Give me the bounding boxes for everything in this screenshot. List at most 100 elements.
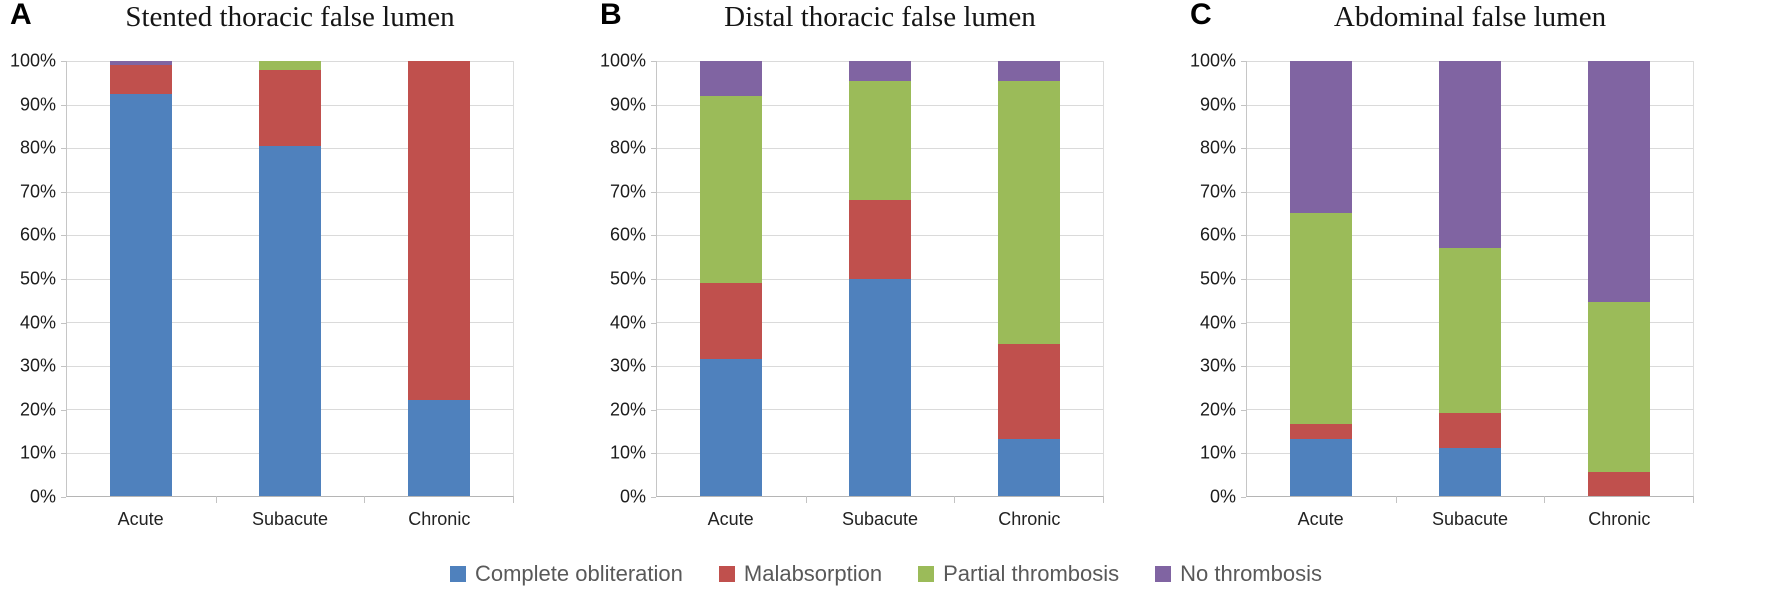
bar-segment (849, 278, 911, 496)
y-tick-mark (1241, 497, 1246, 498)
panel-letter: A (10, 0, 32, 31)
y-tick-mark (61, 61, 66, 62)
bar-segment (1439, 413, 1501, 449)
x-category-label: Subacute (841, 509, 919, 529)
legend: Complete obliteration Malabsorption Partia… (0, 556, 1772, 592)
y-tick-mark (1241, 366, 1246, 368)
bar-segment (110, 65, 173, 94)
y-tick-label: 0% (29, 486, 56, 507)
y-tick-mark (651, 191, 656, 193)
y-tick-mark (1241, 279, 1246, 280)
y-tick-mark (61, 191, 66, 193)
y-tick-label: 20% (609, 399, 646, 420)
y-tick-mark (61, 104, 66, 106)
y-tick-mark (1241, 191, 1246, 193)
x-category-label: Subacute (251, 509, 329, 529)
y-tick-label: 90% (609, 94, 646, 115)
plot-row: 0% 10% 20% 30% 40% 50% 60% 70% 80% 90% 100% (1180, 51, 1770, 507)
y-tick-mark (61, 366, 66, 368)
legend-label: Partial thrombosis (943, 561, 1120, 586)
y-tick-label: 70% (1199, 181, 1236, 202)
y-tick-label: 30% (19, 355, 56, 376)
bar-segment (997, 80, 1060, 344)
y-tick-label: 40% (19, 312, 56, 333)
bar-segment (407, 61, 470, 401)
y-tick-mark (1241, 148, 1246, 150)
x-tick-mark (954, 496, 956, 503)
y-tick-label: 30% (609, 355, 646, 376)
bar-slot (1396, 61, 1545, 496)
legend-item: Malabsorption (718, 561, 883, 587)
bar-segment (997, 439, 1060, 496)
y-tick-label: 90% (1199, 94, 1236, 115)
y-axis: 0% 10% 20% 30% 40% 50% 60% 70% 80% 90% 100% (590, 51, 656, 507)
y-tick-mark (1241, 61, 1246, 62)
x-category-label: Acute (707, 509, 754, 529)
y-axis: 0% 10% 20% 30% 40% 50% 60% 70% 80% 90% 100% (1180, 51, 1246, 507)
bar-slot (216, 61, 365, 496)
y-tick-mark (651, 235, 656, 237)
y-tick-label: 50% (609, 268, 646, 289)
stacked-bar (259, 61, 321, 496)
chart-title: Stented thoracic false lumen (125, 1, 455, 33)
y-tick-label: 20% (1199, 399, 1236, 420)
x-tick-mark (215, 496, 217, 503)
bar-segment (1290, 61, 1353, 214)
y-tick-mark (1241, 235, 1246, 237)
legend-label: Complete obliteration (474, 561, 683, 586)
y-tick-mark (651, 148, 656, 150)
legend-swatch-icon (918, 566, 935, 582)
legend-item: Complete obliteration (449, 561, 683, 587)
plot-row: 0% 10% 20% 30% 40% 50% 60% 70% 80% 90% 100% (0, 51, 590, 507)
bar-segment (1587, 472, 1650, 496)
stacked-bar (1439, 61, 1501, 496)
x-category-label: Acute (1297, 509, 1344, 529)
bar-segment (110, 93, 173, 496)
y-tick-label: 10% (19, 442, 56, 463)
x-axis-labels: Acute Subacute Chronic (66, 509, 514, 530)
bar-segment (700, 95, 763, 283)
x-tick-mark (1693, 496, 1694, 503)
legend-swatch-icon (1155, 566, 1172, 582)
y-tick-mark (651, 366, 656, 368)
y-tick-label: 80% (1199, 137, 1236, 158)
legend-label: No thrombosis (1180, 561, 1322, 586)
bar-segment (700, 358, 763, 496)
y-tick-label: 60% (609, 224, 646, 245)
stacked-bar (849, 61, 911, 496)
x-tick-mark (1544, 496, 1546, 503)
chart-panel: A Stented thoracic false lumen 0% 10% 20% 3… (0, 0, 590, 545)
bars (67, 61, 513, 496)
y-tick-mark (651, 322, 656, 324)
bar-segment (1290, 424, 1353, 440)
y-tick-label: 40% (1199, 312, 1236, 333)
stacked-bar (700, 61, 763, 496)
legend-item: No thrombosis (1155, 561, 1322, 587)
y-tick-label: 60% (1199, 224, 1236, 245)
y-tick-mark (61, 409, 66, 411)
y-tick-label: 100% (599, 50, 646, 71)
bar-segment (700, 282, 763, 359)
legend-label: Malabsorption (743, 561, 883, 586)
plot-area (66, 61, 514, 503)
bar-segment (259, 69, 321, 146)
y-tick-label: 40% (609, 312, 646, 333)
legend-swatch-icon (718, 566, 735, 582)
x-tick-mark (1395, 496, 1397, 503)
y-tick-mark (651, 104, 656, 106)
y-tick-label: 70% (19, 181, 56, 202)
y-tick-label: 60% (19, 224, 56, 245)
y-tick-label: 80% (19, 137, 56, 158)
x-category-label: Subacute (1431, 509, 1509, 529)
bar-slot (364, 61, 513, 496)
bar-slot (1544, 61, 1693, 496)
legend-swatch-icon (449, 566, 466, 582)
y-tick-mark (1241, 104, 1246, 106)
y-tick-mark (651, 409, 656, 411)
bar-segment (1439, 448, 1501, 496)
y-tick-mark (651, 453, 656, 455)
bar-slot (806, 61, 955, 496)
y-tick-label: 100% (9, 50, 56, 71)
panel-letter: B (600, 0, 622, 31)
